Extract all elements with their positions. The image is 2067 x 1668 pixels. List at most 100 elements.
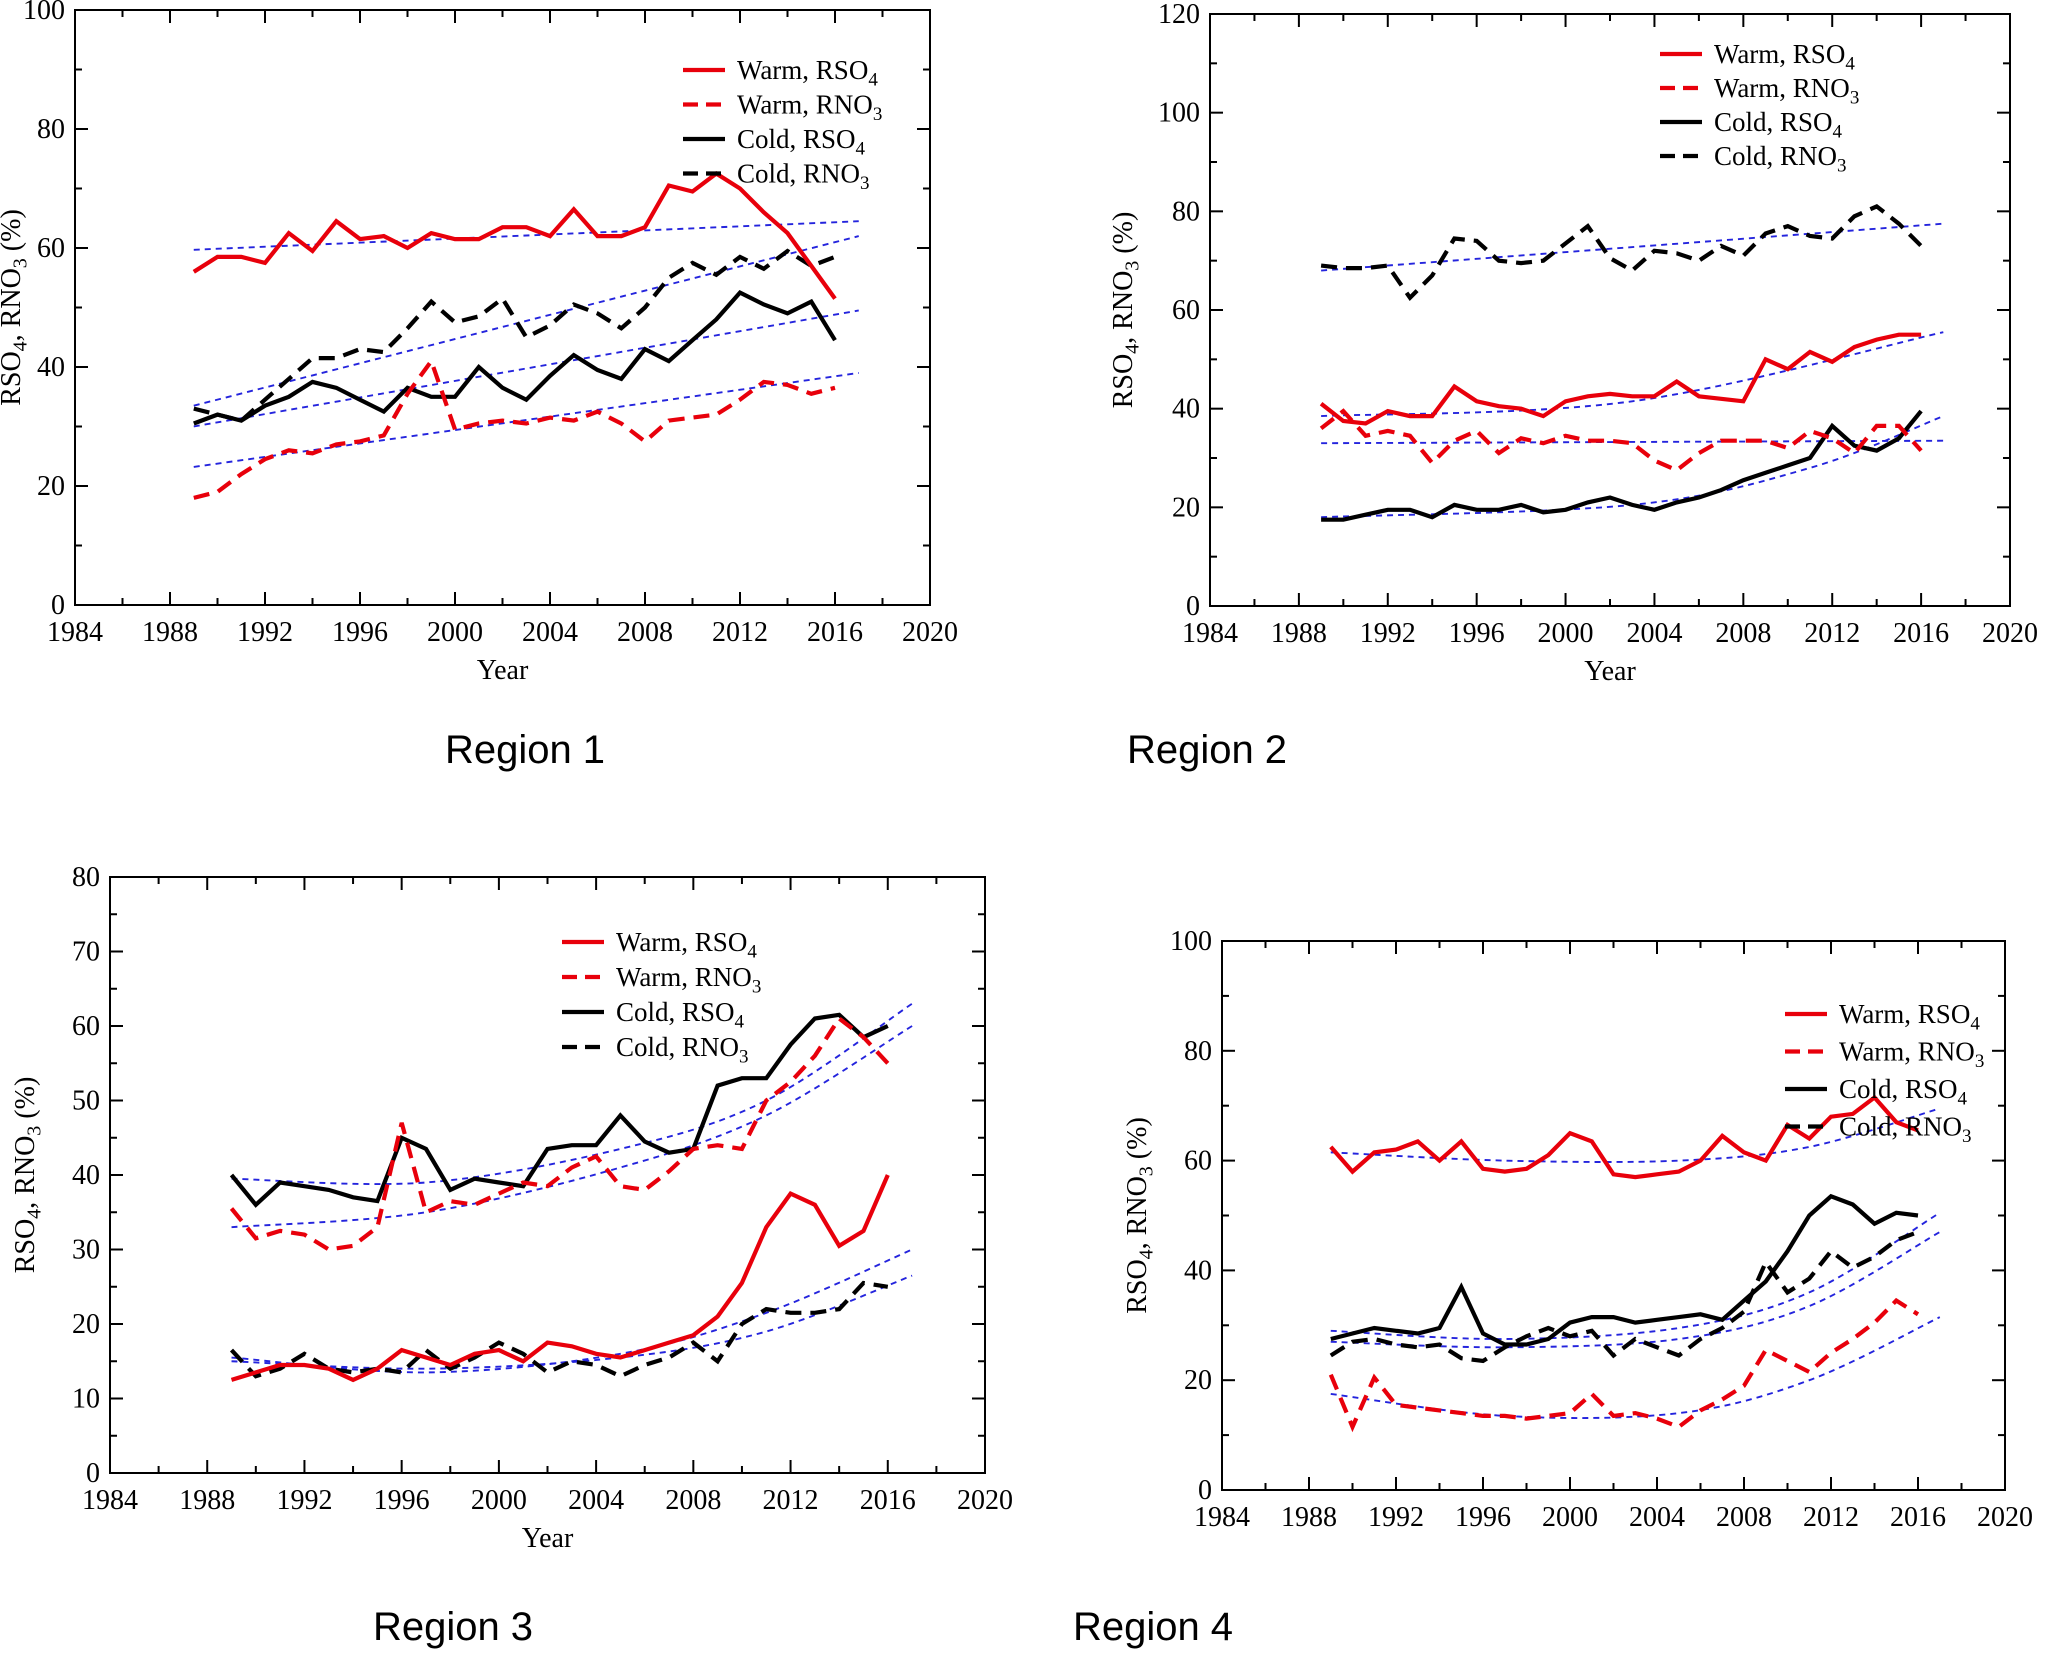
y-axis-label: RSO4, RNO3 (%) bbox=[1108, 212, 1144, 409]
x-tick-label: 2000 bbox=[471, 1485, 527, 1516]
legend-label-cold-rso4: Cold, RSO4 bbox=[737, 124, 866, 159]
x-tick-label: 2016 bbox=[1890, 1502, 1946, 1533]
y-tick-label: 20 bbox=[37, 471, 65, 502]
y-tick-label: 0 bbox=[86, 1458, 100, 1489]
x-tick-label: 2008 bbox=[665, 1485, 721, 1516]
region-2-chart: 1984 1988 1992 1996 2000 2004 2008 2012 2016 2020… bbox=[1108, 0, 2038, 772]
plot-frame bbox=[109, 876, 986, 1474]
y-tick-label: 0 bbox=[1186, 591, 1200, 622]
series-warm-rso4-line bbox=[1329, 1094, 1919, 1180]
x-tick-label: 1988 bbox=[1281, 1502, 1337, 1533]
y-tick-label: 60 bbox=[72, 1011, 100, 1042]
series-cold-rno3-line bbox=[1329, 1230, 1919, 1364]
plot-frame bbox=[1209, 13, 2011, 607]
series-warm-rno3-line bbox=[193, 356, 836, 500]
x-tick-label: 1988 bbox=[142, 617, 198, 648]
x-tick-label: 2000 bbox=[1542, 1502, 1598, 1533]
chart-caption: Region 1 bbox=[445, 728, 605, 772]
x-axis-label: Year bbox=[1584, 656, 1636, 687]
legend-label-warm-rno3: Warm, RNO3 bbox=[1839, 1037, 1984, 1072]
legend-label-warm-rno3: Warm, RNO3 bbox=[616, 962, 761, 997]
legend-label-cold-rno3: Cold, RNO3 bbox=[1714, 141, 1847, 176]
y-tick-label: 80 bbox=[1172, 196, 1200, 227]
x-tick-label: 2012 bbox=[763, 1485, 819, 1516]
x-tick-label: 1988 bbox=[1271, 618, 1327, 649]
y-tick-label: 0 bbox=[1198, 1475, 1212, 1506]
series-cold-rno3-line bbox=[229, 1280, 889, 1379]
x-tick-label: 1984 bbox=[82, 1485, 138, 1516]
x-tick-label: 1984 bbox=[1182, 618, 1238, 649]
y-tick-label: 20 bbox=[72, 1309, 100, 1340]
x-tick-label: 2008 bbox=[617, 617, 673, 648]
y-tick-label: 60 bbox=[37, 233, 65, 264]
legend-label-cold-rno3: Cold, RNO3 bbox=[737, 159, 870, 194]
x-tick-label: 2004 bbox=[1629, 1502, 1685, 1533]
series-cold-rso4-line bbox=[229, 1012, 889, 1208]
y-axis-label: RSO4, RNO3 (%) bbox=[10, 1077, 46, 1274]
chart-caption: Region 4 bbox=[1073, 1605, 1233, 1649]
y-tick-label: 100 bbox=[1170, 926, 1212, 957]
trend-line bbox=[231, 1002, 913, 1186]
y-tick-label: 40 bbox=[72, 1160, 100, 1191]
region-3-chart: 1984 1988 1992 1996 2000 2004 2008 2012 2016 2020… bbox=[10, 862, 1013, 1649]
series-warm-rso4-line bbox=[192, 171, 837, 300]
y-axis-label: RSO4, RNO3 (%) bbox=[0, 209, 32, 406]
y-tick-label: 80 bbox=[72, 862, 100, 893]
y-tick-label: 60 bbox=[1184, 1146, 1212, 1177]
x-tick-label: 1992 bbox=[237, 617, 293, 648]
x-tick-label: 1984 bbox=[47, 617, 103, 648]
legend-label-warm-rno3: Warm, RNO3 bbox=[1714, 73, 1859, 108]
x-tick-label: 2020 bbox=[957, 1485, 1013, 1516]
y-tick-label: 30 bbox=[72, 1235, 100, 1266]
trend-line bbox=[193, 372, 859, 468]
legend-label-cold-rno3: Cold, RNO3 bbox=[616, 1032, 749, 1067]
legend-label-cold-rso4: Cold, RSO4 bbox=[1839, 1074, 1968, 1109]
trend-line bbox=[231, 1025, 913, 1229]
x-tick-label: 1988 bbox=[179, 1485, 235, 1516]
series-cold-rno3-line bbox=[1320, 203, 1923, 301]
x-tick-label: 2000 bbox=[427, 617, 483, 648]
trend-line bbox=[1330, 1316, 1941, 1419]
trend-line bbox=[1321, 415, 1944, 519]
series-warm-rso4-line bbox=[230, 1174, 890, 1383]
y-tick-label: 50 bbox=[72, 1086, 100, 1117]
y-tick-label: 70 bbox=[72, 937, 100, 968]
x-tick-label: 2008 bbox=[1716, 1502, 1772, 1533]
trend-line bbox=[1321, 331, 1944, 418]
x-tick-label: 2004 bbox=[1626, 618, 1682, 649]
x-tick-label: 1992 bbox=[1360, 618, 1416, 649]
x-tick-label: 2016 bbox=[1893, 618, 1949, 649]
x-tick-label: 2008 bbox=[1715, 618, 1771, 649]
chart-caption: Region 3 bbox=[373, 1605, 533, 1649]
legend-label-warm-rso4: Warm, RSO4 bbox=[616, 927, 757, 962]
series-warm-rno3-line bbox=[1319, 408, 1923, 473]
x-tick-label: 1996 bbox=[374, 1485, 430, 1516]
y-tick-label: 40 bbox=[1172, 394, 1200, 425]
y-tick-label: 0 bbox=[51, 590, 65, 621]
legend-label-warm-rno3: Warm, RNO3 bbox=[737, 90, 882, 125]
trend-line bbox=[193, 235, 859, 407]
y-tick-label: 20 bbox=[1172, 492, 1200, 523]
series-warm-rno3-line bbox=[229, 1015, 890, 1252]
x-tick-label: 1996 bbox=[1455, 1502, 1511, 1533]
x-tick-label: 2004 bbox=[568, 1485, 624, 1516]
trend-line bbox=[231, 1248, 913, 1374]
trend-line bbox=[1330, 1211, 1941, 1340]
x-tick-label: 2020 bbox=[1982, 618, 2038, 649]
y-tick-label: 100 bbox=[23, 0, 65, 26]
x-tick-label: 1984 bbox=[1194, 1502, 1250, 1533]
legend-label-warm-rso4: Warm, RSO4 bbox=[1714, 39, 1855, 74]
y-tick-label: 40 bbox=[1184, 1255, 1212, 1286]
y-tick-label: 120 bbox=[1158, 0, 1200, 30]
series-cold-rso4-line bbox=[1330, 1193, 1919, 1347]
x-tick-label: 2004 bbox=[522, 617, 578, 648]
trend-line bbox=[1321, 222, 1944, 272]
legend-label-warm-rso4: Warm, RSO4 bbox=[737, 55, 878, 90]
y-axis-label: RSO4, RNO3 (%) bbox=[1122, 1117, 1158, 1314]
x-tick-label: 2016 bbox=[860, 1485, 916, 1516]
